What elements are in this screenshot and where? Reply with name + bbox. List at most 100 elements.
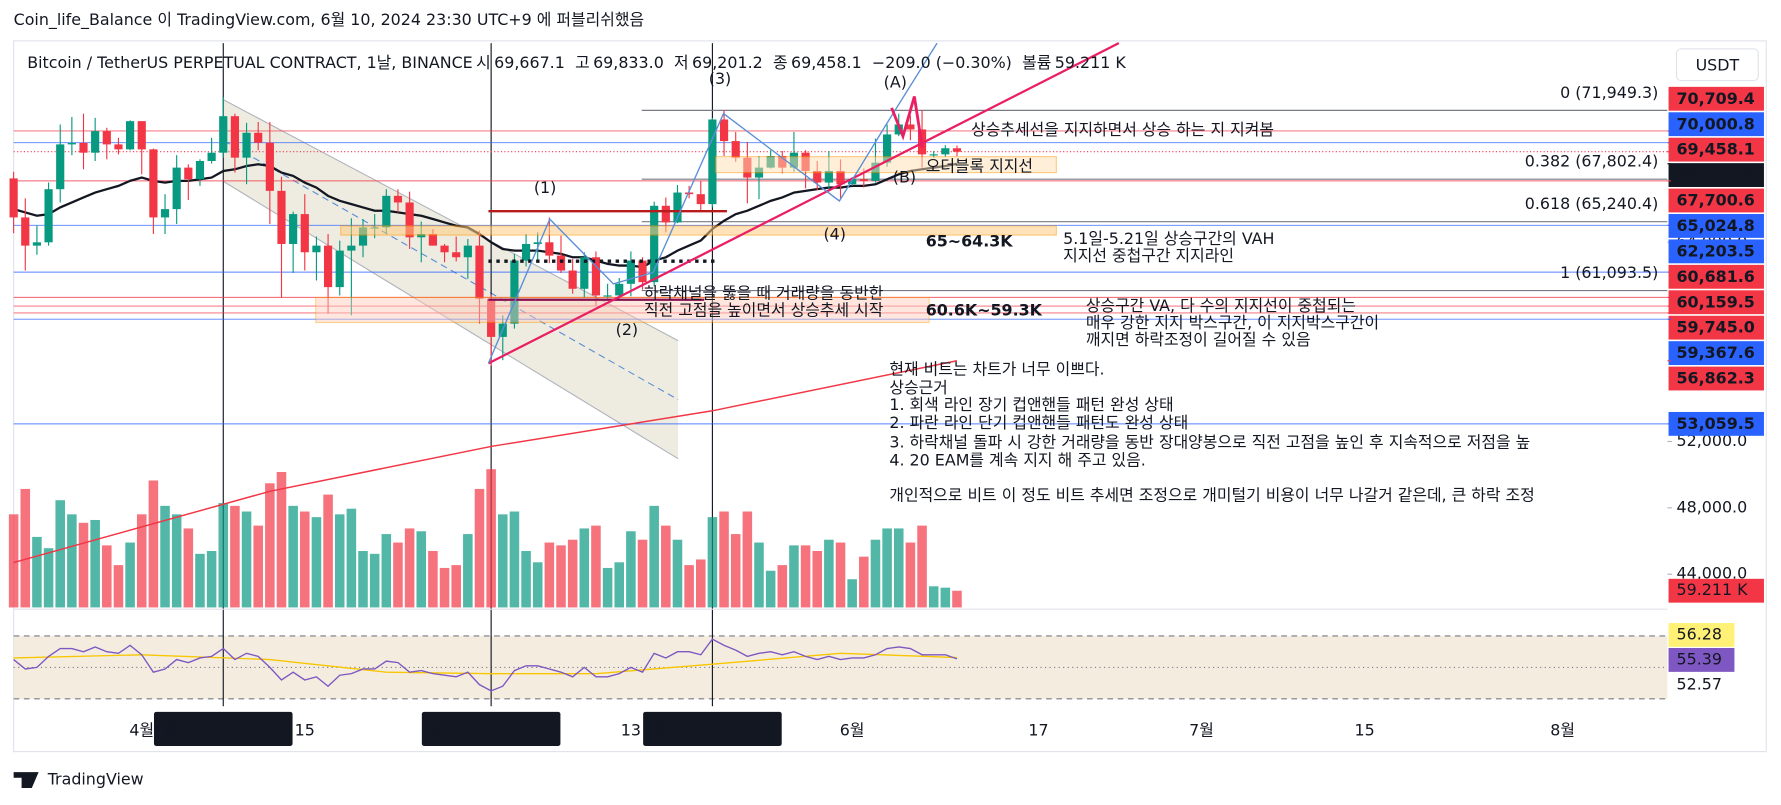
volume-bar	[672, 539, 683, 608]
x-tick-label: 8월	[1550, 721, 1575, 740]
volume-bar	[800, 545, 811, 608]
annotation: 매우 강한 지지 박스구간, 이 지지박스구간이	[1086, 313, 1379, 332]
candle-body	[67, 142, 76, 145]
legend-close: 69,458.1	[791, 53, 862, 72]
volume-bar	[78, 522, 89, 608]
price-label: 70,000.8	[1677, 114, 1755, 133]
volume-bar	[67, 514, 77, 608]
volume-bar	[102, 545, 112, 608]
footer-logo	[13, 772, 39, 788]
volume-bar	[917, 525, 927, 608]
candle-body	[685, 192, 694, 195]
volume-bar	[451, 565, 461, 608]
marker-label-box	[643, 711, 782, 746]
rsi-label-box	[1668, 648, 1735, 672]
price-label-box	[1668, 214, 1764, 238]
candle-body	[556, 255, 566, 271]
wave-line	[890, 96, 924, 148]
x-tick-label: 4월	[129, 721, 154, 740]
volume-bar	[358, 551, 368, 608]
volume-bar	[835, 542, 846, 608]
y-tick-label: 48,000.0	[1677, 497, 1748, 516]
candle-body	[32, 242, 42, 246]
volume-bar	[928, 586, 939, 608]
candle-body	[626, 260, 635, 284]
volume-bar	[521, 551, 531, 608]
price-label-box	[1668, 315, 1764, 340]
volume-bar	[661, 525, 671, 608]
volume-bar	[940, 587, 951, 608]
ema20-line	[13, 162, 958, 269]
annotation: (A)	[884, 72, 907, 91]
price-label: 60,681.6	[1677, 267, 1755, 286]
candle-body	[719, 119, 729, 142]
annotation: (2)	[616, 320, 639, 339]
volume-bar	[509, 511, 520, 608]
candle-body	[591, 257, 601, 296]
annotation: 하락채널을 뚫을 때 거래량을 동반한	[644, 284, 884, 303]
x-tick-label: 7월	[1189, 721, 1214, 740]
volume-bar	[579, 528, 590, 608]
annotation: 2. 파란 라인 단기 컵앤핸들 패턴도 완성 상태	[889, 413, 1188, 432]
volume-bar	[230, 505, 240, 608]
price-label: 68,732.6	[1677, 165, 1755, 184]
volume-bar	[253, 525, 263, 608]
volume-bar	[859, 556, 869, 608]
volume-bar	[847, 579, 857, 608]
candle-body	[114, 144, 123, 150]
candle-body	[463, 245, 472, 258]
price-label-box	[1668, 411, 1764, 436]
candle-body	[906, 124, 915, 130]
price-label-box	[1668, 264, 1764, 289]
rsi-label: 55.39	[1677, 649, 1722, 668]
price-label: 65,024.8	[1677, 216, 1755, 235]
annotation: (4)	[823, 225, 846, 244]
plot-area	[8, 43, 1668, 710]
volume-bar	[334, 514, 345, 608]
trend-line	[487, 42, 1120, 365]
volume-bar	[160, 505, 170, 608]
legend: Bitcoin / TetherUS PERPETUAL CONTRACT, 1…	[27, 53, 1126, 72]
price-label: 67,700.6	[1677, 191, 1755, 210]
volume-bar	[265, 483, 275, 608]
candle-body	[149, 149, 158, 218]
candle-body	[393, 195, 403, 203]
rsi-label-box	[1668, 623, 1735, 647]
price-label: 56,862.3	[1677, 369, 1755, 388]
candle-body	[848, 179, 857, 185]
footer: TradingView	[47, 770, 144, 789]
price-label-box	[1668, 239, 1764, 264]
candle-body	[289, 214, 298, 244]
annotation: 상승근거	[889, 378, 947, 397]
legend-change: −209.0 (−0.30%)	[872, 53, 1012, 72]
candle-body	[708, 119, 717, 205]
support-box	[315, 296, 930, 324]
fib-label: 0.618 (65,240.4)	[1525, 194, 1659, 213]
volume-bar	[905, 542, 916, 608]
volume-bar	[183, 528, 194, 608]
candle-body	[941, 148, 950, 155]
volume-bar	[637, 539, 648, 608]
volume-bar	[148, 480, 159, 608]
candle-body	[335, 250, 344, 288]
currency-button[interactable]	[1675, 48, 1759, 82]
volume-bar	[311, 517, 322, 608]
volume-bar	[544, 542, 555, 608]
marker-label: 월 2024-04-08	[162, 720, 284, 739]
x-tick-label: 15	[1355, 721, 1375, 740]
candle-body	[568, 270, 577, 289]
annotation: (B)	[893, 168, 916, 187]
marker-label-box	[153, 711, 293, 746]
annotation: (3)	[709, 69, 732, 88]
volume-bar	[323, 494, 333, 608]
volume-bar	[171, 514, 182, 608]
volume-bar	[812, 551, 823, 608]
y-tick-label: 44,000.0	[1677, 564, 1748, 583]
legend-c-label: 종	[773, 53, 788, 72]
annotation: 5.1일-5.21일 상승구간의 VAH	[1063, 229, 1274, 248]
legend-h-label: 고	[575, 53, 590, 72]
volume-bar	[602, 567, 613, 608]
candle-body	[673, 192, 682, 223]
candle-body	[661, 205, 670, 223]
volume-bar	[393, 542, 403, 608]
